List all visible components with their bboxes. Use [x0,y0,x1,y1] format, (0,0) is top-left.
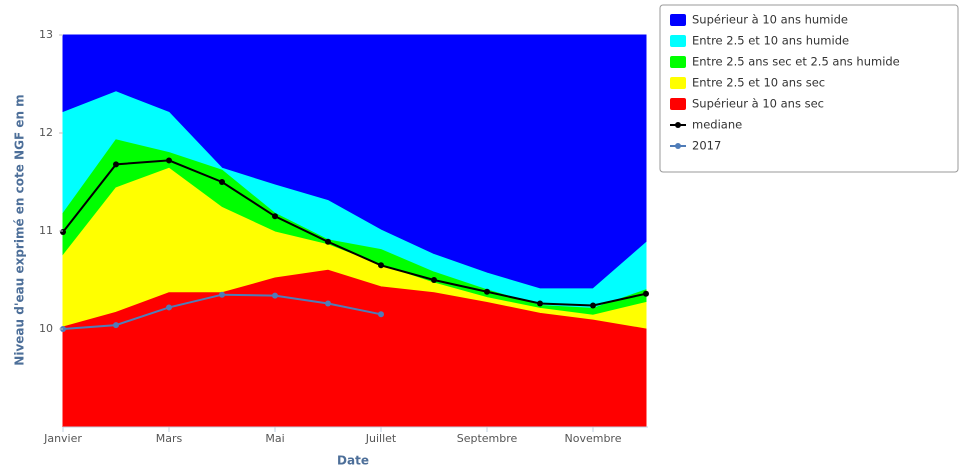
point [590,302,596,309]
x-tick-label: Mai [265,432,284,445]
point [166,304,172,311]
legend-box [659,4,959,173]
point [113,161,119,168]
legend-label: Entre 2.5 et 10 ans humide [692,34,849,48]
point [219,179,225,185]
point [113,322,119,329]
y-tick-label: 13 [39,28,53,41]
point [219,291,225,298]
point [325,238,331,245]
legend-swatch [670,98,686,110]
point [643,290,649,297]
point [272,292,278,299]
x-tick-label: Mars [156,432,183,445]
legend-swatch [670,35,686,47]
legend-marker [675,122,681,128]
point [60,228,66,235]
point [378,311,384,318]
x-tick-label: Novembre [565,432,622,445]
point [431,277,437,283]
legend-label: Supérieur à 10 ans humide [692,13,848,27]
legend-swatch [670,56,686,68]
legend-swatch [670,14,686,26]
legend-label: Entre 2.5 et 10 ans sec [692,76,825,90]
y-tick-label: 10 [39,322,53,335]
point [166,157,172,164]
legend-swatch [670,77,686,89]
legend-label: mediane [692,118,742,132]
point [325,300,331,307]
area [62,269,647,428]
legend-marker [675,143,681,149]
point [272,213,278,220]
line [62,159,647,307]
y-tick-label: 12 [39,126,53,139]
legend-label: Entre 2.5 ans sec et 2.5 ans humide [692,55,900,69]
y-tick-label: 11 [39,224,53,237]
point [378,262,384,269]
x-tick-label: Septembre [457,432,518,445]
x-tick-label: Janvier [43,432,82,445]
y-axis-title: Niveau d'eau exprimé en cote NGF en m [13,94,27,365]
x-axis-title: Date [337,454,369,467]
point [484,288,490,295]
legend-label: Supérieur à 10 ans sec [692,97,824,111]
point [537,300,543,307]
x-tick-label: Juillet [365,432,397,445]
legend-label: 2017 [692,139,721,153]
